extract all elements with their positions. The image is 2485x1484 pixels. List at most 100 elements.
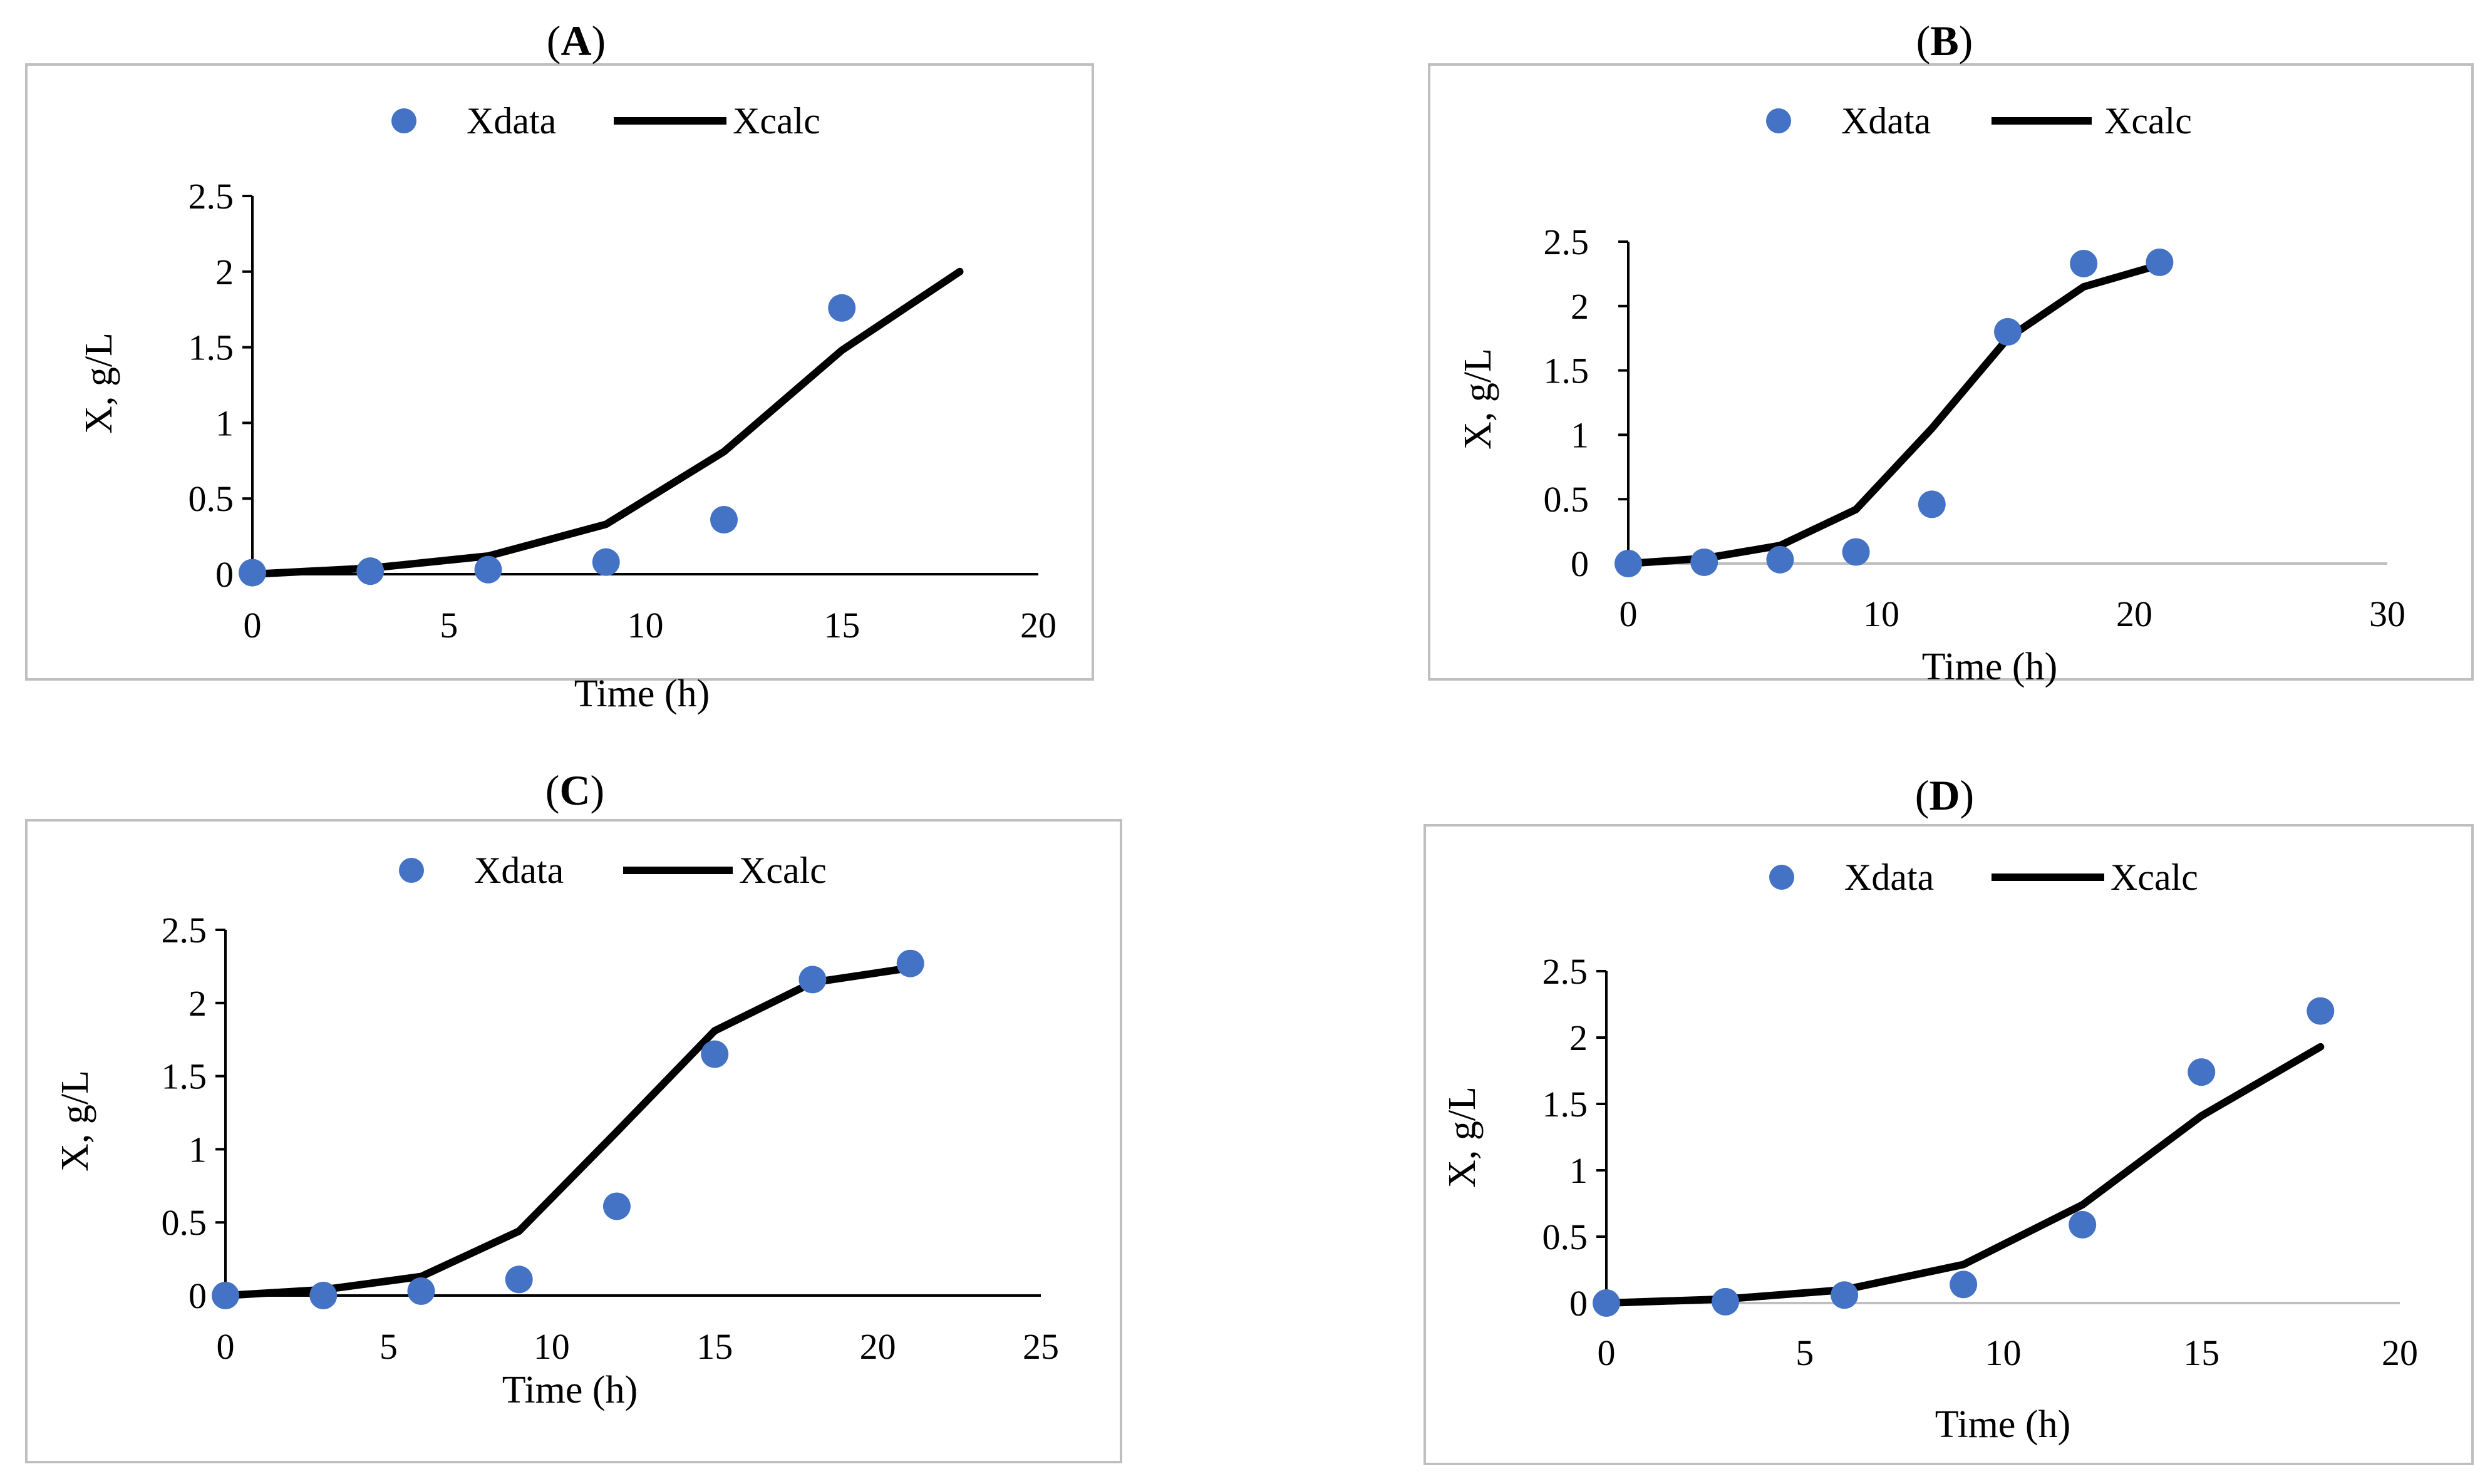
data-point-xdata	[309, 1282, 338, 1309]
data-point-xdata	[2146, 248, 2174, 276]
data-point-xdata	[1918, 490, 1946, 518]
y-tick-label: 1	[1571, 415, 1589, 455]
y-tick-label: 0.5	[1542, 1217, 1588, 1257]
legend-label-xdata: Xdata	[1844, 857, 1934, 898]
chart-frame	[1423, 824, 2474, 1465]
x-tick-label: 10	[628, 605, 664, 646]
x-tick-label: 10	[534, 1326, 570, 1367]
data-point-xdata	[239, 559, 266, 587]
x-tick-label: 10	[1863, 594, 1899, 634]
y-tick-label: 2.5	[1544, 222, 1589, 262]
y-axis-label: X, g/L	[78, 332, 120, 434]
data-point-xdata	[1690, 548, 1718, 576]
data-point-xdata	[1950, 1270, 1978, 1299]
y-tick-label: 1	[1569, 1150, 1588, 1191]
chart-title-letter: D	[1929, 771, 1960, 819]
x-tick-label: 20	[860, 1326, 896, 1367]
chart-title: (C)	[545, 766, 604, 814]
data-point-xdata	[710, 506, 738, 534]
data-point-xdata	[212, 1282, 239, 1309]
y-axis-label: X, g/L	[1441, 1086, 1484, 1188]
y-tick-label: 2	[215, 252, 234, 292]
y-tick-label: 0	[1571, 544, 1589, 584]
y-tick-label: 1	[215, 403, 234, 443]
chart-panel-d: (D) Xdata Xcalc 0 0.5 1 1.5 2 2.5 0 5 10 15 20 Time (h…	[1423, 771, 2474, 1465]
chart-title-letter: C	[559, 766, 590, 814]
data-point-xdata	[1712, 1287, 1740, 1316]
y-tick-label: 2	[1571, 286, 1589, 327]
data-point-xdata	[356, 557, 385, 585]
y-tick-label: 1.5	[1544, 351, 1589, 391]
data-point-xdata	[1766, 545, 1794, 574]
x-axis-label: Time (h)	[502, 1369, 638, 1411]
data-point-xdata	[1593, 1289, 1620, 1317]
legend-marker-xdata	[399, 858, 424, 883]
data-point-xdata	[407, 1277, 435, 1305]
data-point-xdata	[798, 966, 827, 994]
y-tick-label: 0	[1569, 1283, 1588, 1324]
chart-frame	[25, 819, 1122, 1463]
x-tick-label: 20	[2382, 1332, 2418, 1373]
chart-panel-c: (C) Xdata Xcalc 0 0.5 1 1.5 2 2.5 0 5 10 15 20 25 Time …	[25, 766, 1122, 1463]
x-axis-label: Time (h)	[1935, 1403, 2070, 1446]
data-point-xdata	[602, 1192, 631, 1220]
chart-title: (B)	[1916, 17, 1973, 64]
series-line-xcalc	[1625, 261, 2164, 567]
x-tick-label: 0	[1598, 1332, 1616, 1373]
y-axis-label: X, g/L	[54, 1070, 96, 1172]
x-tick-label: 15	[2183, 1332, 2219, 1373]
y-tick-label: 1.5	[189, 327, 234, 368]
x-tick-label: 5	[1795, 1332, 1814, 1373]
legend-label-xdata: Xdata	[467, 100, 556, 142]
y-tick-label: 0.5	[189, 478, 234, 519]
x-axis-label: Time (h)	[574, 672, 710, 715]
series-line-xcalc	[249, 267, 964, 578]
chart-title-letter: A	[561, 17, 591, 64]
y-tick-label: 0	[189, 1275, 207, 1316]
legend-label-xcalc: Xcalc	[733, 100, 820, 142]
series-line-xcalc	[222, 964, 914, 1299]
x-tick-label: 25	[1023, 1326, 1059, 1367]
data-point-xdata	[2070, 249, 2098, 277]
y-tick-label: 1	[189, 1129, 207, 1170]
y-tick-label: 2	[189, 983, 207, 1024]
data-point-xdata	[2069, 1210, 2097, 1239]
data-point-xdata	[828, 294, 856, 322]
chart-frame	[1428, 63, 2474, 681]
chart-title-letter: B	[1930, 17, 1958, 64]
y-axis-label: X, g/L	[1457, 348, 1499, 450]
y-tick-label: 2.5	[1542, 951, 1588, 992]
y-tick-label: 2	[1569, 1018, 1588, 1058]
data-point-xdata	[701, 1040, 729, 1068]
x-tick-label: 10	[1985, 1332, 2022, 1373]
data-point-xdata	[592, 548, 620, 576]
x-tick-label: 20	[1020, 605, 1057, 646]
x-tick-label: 15	[696, 1326, 733, 1367]
chart-panel-a: (A) Xdata Xcalc 0 0.5 1 1.5 2 2.5 0 5 10 15 20 Time (h…	[25, 17, 1094, 715]
legend-label-xcalc: Xcalc	[2110, 857, 2198, 898]
legend-label-xdata: Xdata	[474, 850, 564, 891]
x-tick-label: 0	[244, 605, 262, 646]
legend-label-xdata: Xdata	[1841, 100, 1931, 142]
legend-label-xcalc: Xcalc	[2104, 100, 2192, 142]
y-tick-label: 0.5	[162, 1202, 207, 1243]
y-tick-label: 2.5	[162, 910, 207, 951]
x-tick-label: 0	[1620, 594, 1638, 634]
x-axis-label: Time (h)	[1922, 646, 2057, 688]
y-tick-label: 1.5	[162, 1056, 207, 1097]
data-point-xdata	[2307, 997, 2335, 1025]
data-point-xdata	[1831, 1281, 1859, 1309]
data-point-xdata	[896, 949, 924, 977]
legend-marker-xdata	[391, 108, 416, 133]
legend-marker-xdata	[1769, 865, 1794, 890]
x-tick-label: 5	[380, 1326, 398, 1367]
data-point-xdata	[1994, 317, 2022, 346]
x-tick-label: 0	[217, 1326, 235, 1367]
legend-marker-xdata	[1766, 108, 1791, 133]
y-tick-label: 0.5	[1544, 479, 1589, 520]
x-tick-label: 15	[824, 605, 860, 646]
x-tick-label: 30	[2369, 594, 2405, 634]
y-tick-label: 0	[215, 554, 234, 595]
chart-panel-b: (B) Xdata Xcalc 0 0.5 1 1.5 2 2.5 0 10 20 30 Time (h)…	[1428, 17, 2474, 688]
